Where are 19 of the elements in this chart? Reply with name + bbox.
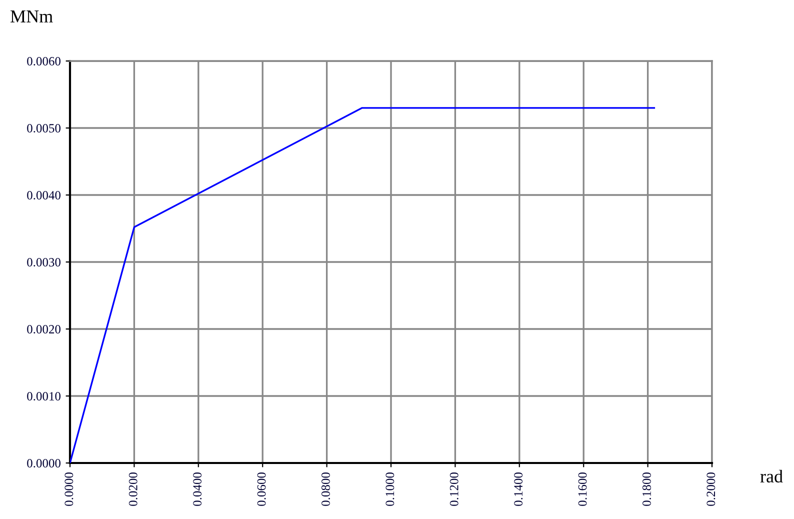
x-tick-label: 0.0400: [193, 472, 202, 506]
y-tick-label: 0.0000: [27, 459, 60, 468]
x-axis-title: rad: [760, 470, 783, 483]
x-tick-label: 0.0200: [128, 472, 138, 506]
x-tick-label: 0.1000: [386, 472, 394, 506]
x-tick-label: 0.1800: [642, 472, 651, 506]
y-tick-label: 0.0050: [27, 124, 60, 133]
y-tick-label: 0.0040: [27, 191, 60, 200]
x-tick-label: 0.1600: [578, 472, 587, 506]
y-tick-label: 0.0030: [27, 258, 60, 267]
y-axis-title: MNm: [10, 10, 53, 22]
x-tick-label: 0.1400: [514, 472, 523, 506]
y-tick-label: 0.0010: [27, 392, 60, 401]
y-tick-label: 0.0060: [27, 57, 60, 66]
x-tick-label: 0.0600: [257, 472, 266, 506]
y-tick-label: 0.0020: [27, 325, 60, 334]
x-tick-label: 0.0800: [321, 472, 330, 506]
x-tick-label: 0.2000: [706, 472, 716, 506]
x-tick-label: 0.1200: [450, 472, 458, 506]
